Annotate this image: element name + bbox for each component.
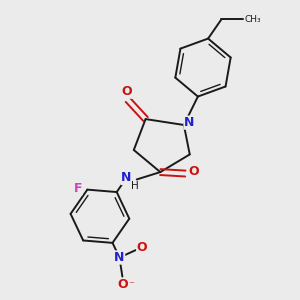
Text: CH₃: CH₃ [245, 15, 262, 24]
Text: H: H [131, 181, 139, 191]
Text: O: O [121, 85, 132, 98]
Text: ⁻: ⁻ [128, 280, 134, 290]
Text: O: O [117, 278, 128, 291]
Text: N: N [114, 251, 124, 264]
Text: N: N [121, 172, 132, 184]
Text: O: O [188, 165, 199, 178]
Text: N: N [184, 116, 194, 129]
Text: F: F [74, 182, 82, 195]
Text: O: O [137, 241, 147, 254]
